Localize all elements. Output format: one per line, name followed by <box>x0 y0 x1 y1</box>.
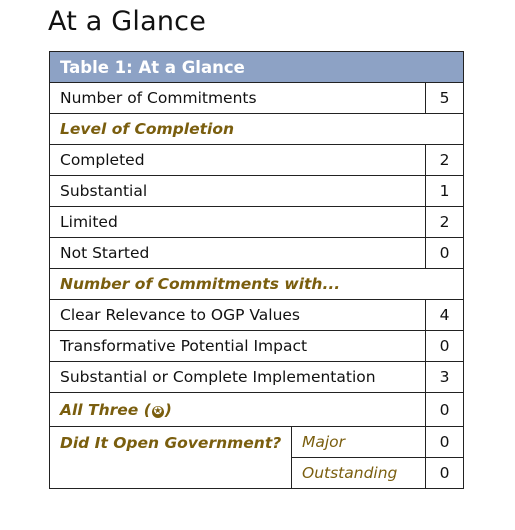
row-label: Substantial <box>49 175 426 207</box>
row-value: 4 <box>424 299 465 331</box>
major-label: Major <box>291 426 426 458</box>
table-row: Limited 2 <box>49 206 465 238</box>
row-label: Number of Commitments <box>49 82 426 114</box>
row-value: 2 <box>424 144 465 176</box>
outstanding-label: Outstanding <box>291 457 426 489</box>
row-label: Clear Relevance to OGP Values <box>49 299 426 331</box>
at-a-glance-table: Table 1: At a Glance Number of Commitmen… <box>48 51 465 489</box>
row-label: Substantial or Complete Implementation <box>49 361 426 393</box>
table-title: Table 1: At a Glance <box>48 51 465 83</box>
row-value: 5 <box>424 82 465 114</box>
all-three-label: All Three (✪) <box>49 392 426 427</box>
page-heading: At a Glance <box>48 6 207 37</box>
section-header-row: Number of Commitments with... <box>48 268 465 300</box>
table-row: Completed 2 <box>49 144 465 176</box>
table-row-open-government-outstanding: Outstanding 0 <box>50 457 465 489</box>
table-row: Substantial or Complete Implementation 3 <box>49 361 465 393</box>
row-label: Not Started <box>49 237 426 269</box>
table-row: Clear Relevance to OGP Values 4 <box>49 299 465 331</box>
table-row-open-government-major: Did It Open Government? Major 0 <box>49 426 465 489</box>
table-row: Number of Commitments 5 <box>49 82 465 114</box>
section-header-level-of-completion: Level of Completion <box>48 113 465 145</box>
row-label: Limited <box>49 206 426 238</box>
star-badge-icon: ✪ <box>151 405 164 418</box>
row-value: 1 <box>424 175 465 207</box>
table-row: Transformative Potential Impact 0 <box>49 330 465 362</box>
row-value: 3 <box>424 361 465 393</box>
section-header-row: Level of Completion <box>48 113 465 145</box>
outstanding-value: 0 <box>424 457 465 489</box>
table-row-all-three: All Three (✪) 0 <box>49 392 465 427</box>
row-label: Completed <box>49 144 426 176</box>
row-value: 0 <box>424 237 465 269</box>
row-value: 0 <box>424 330 465 362</box>
major-value: 0 <box>424 426 465 458</box>
section-header-commitments-with: Number of Commitments with... <box>48 268 465 300</box>
table-row: Not Started 0 <box>49 237 465 269</box>
row-label: Transformative Potential Impact <box>49 330 426 362</box>
row-value: 2 <box>424 206 465 238</box>
table-title-row: Table 1: At a Glance <box>48 51 465 83</box>
table-row: Substantial 1 <box>49 175 465 207</box>
all-three-suffix: ) <box>164 400 172 419</box>
all-three-prefix: All Three ( <box>60 400 151 419</box>
open-government-label: Did It Open Government? <box>49 426 292 489</box>
row-value: 0 <box>424 392 465 427</box>
